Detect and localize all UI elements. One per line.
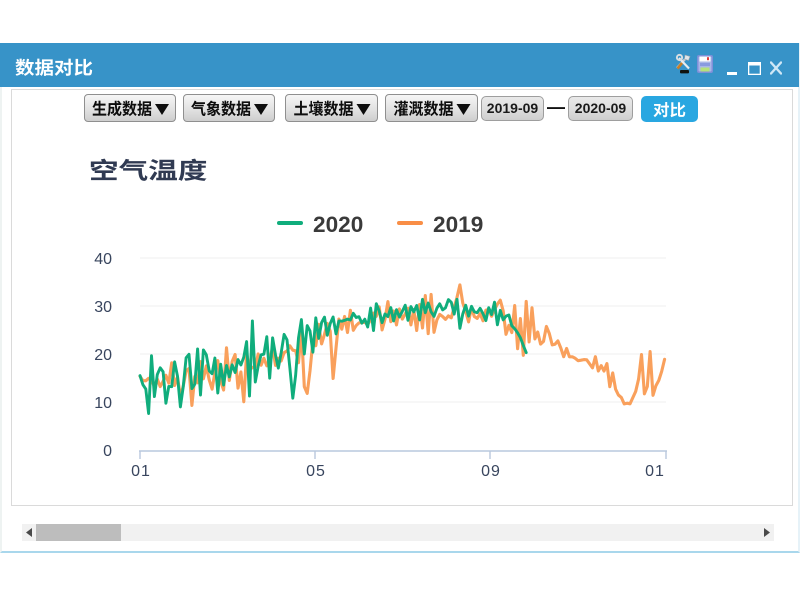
- svg-text:10: 10: [94, 395, 112, 412]
- svg-text:01: 01: [645, 463, 665, 480]
- svg-text:0: 0: [103, 443, 112, 460]
- svg-text:40: 40: [94, 251, 112, 268]
- svg-text:01: 01: [131, 463, 151, 480]
- svg-text:05: 05: [306, 463, 326, 480]
- svg-text:09: 09: [481, 463, 501, 480]
- svg-text:20: 20: [94, 347, 112, 364]
- svg-text:30: 30: [94, 299, 112, 316]
